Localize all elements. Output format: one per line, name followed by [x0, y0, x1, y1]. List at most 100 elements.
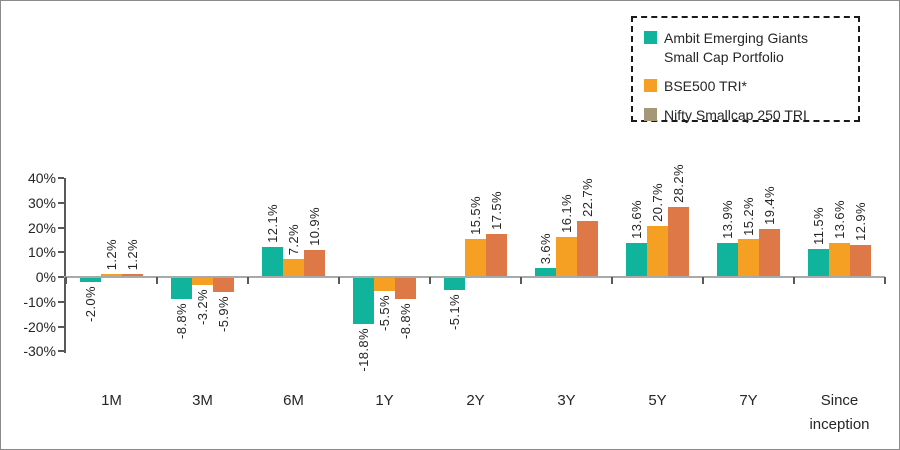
bar	[304, 250, 325, 277]
bar	[829, 243, 850, 277]
category-label: 5Y	[648, 392, 667, 409]
x-axis-tick	[247, 277, 249, 284]
bar-value-label: -18.8%	[355, 327, 371, 372]
y-axis-tick	[58, 301, 64, 303]
bar	[647, 225, 668, 277]
bar	[171, 277, 192, 299]
x-axis-tick	[429, 277, 431, 284]
category-label: 1M	[101, 392, 122, 409]
legend-swatch-icon	[644, 108, 657, 121]
bar	[192, 277, 213, 285]
y-axis-line	[64, 178, 66, 353]
legend-swatch-icon	[644, 31, 657, 44]
bar	[717, 242, 738, 277]
y-axis-tick	[58, 227, 64, 229]
bar	[626, 243, 647, 277]
bar-value-label: 17.5%	[488, 190, 504, 230]
category-label: Since inception	[809, 392, 870, 433]
y-axis-tick	[58, 251, 64, 253]
y-axis-tick-label: -20%	[23, 319, 56, 335]
legend-item: BSE500 TRI*	[644, 77, 852, 96]
y-axis-tick	[58, 326, 64, 328]
y-axis-tick	[58, 350, 64, 352]
category-label: 7Y	[739, 392, 758, 409]
bar	[283, 259, 304, 277]
y-axis-tick-label: -10%	[23, 294, 56, 310]
bar-value-label: 12.9%	[852, 202, 868, 242]
y-axis-tick	[58, 177, 64, 179]
bar	[535, 268, 556, 277]
x-axis-tick	[338, 277, 340, 284]
y-axis-tick-label: -30%	[23, 343, 56, 359]
bar-value-label: 19.4%	[761, 186, 777, 225]
category-label: 3M	[192, 392, 213, 409]
bar-value-label: -2.0%	[82, 285, 98, 322]
bar-value-label: 22.7%	[579, 177, 595, 217]
bar	[374, 277, 395, 291]
y-axis-tick-label: 40%	[27, 170, 56, 186]
bar-value-label: 3.6%	[537, 232, 553, 265]
y-axis-tick-label: 0%	[35, 269, 56, 285]
zero-baseline	[64, 276, 885, 278]
y-axis-tick-label: 10%	[27, 244, 56, 260]
bar-value-label: -5.1%	[446, 293, 462, 330]
bar	[395, 277, 416, 299]
legend-swatch-icon	[644, 79, 657, 92]
bar	[668, 207, 689, 277]
x-axis-tick	[156, 277, 158, 284]
bar-value-label: 10.9%	[306, 207, 322, 247]
bar-value-label: 15.2%	[740, 196, 756, 236]
bar	[213, 277, 234, 292]
bar	[80, 277, 101, 282]
bar	[556, 237, 577, 277]
bar	[808, 248, 829, 277]
bar-value-label: 1.2%	[103, 238, 119, 271]
bar	[850, 245, 871, 277]
bar	[262, 247, 283, 277]
x-axis-tick	[611, 277, 613, 284]
x-axis-tick	[884, 277, 886, 284]
x-axis-tick	[793, 277, 795, 284]
bar	[122, 274, 143, 277]
y-axis-tick	[58, 276, 64, 278]
bar-value-label: 12.1%	[264, 204, 280, 244]
x-axis-tick	[65, 277, 67, 284]
bar-value-label: -8.8%	[173, 302, 189, 339]
bar	[486, 233, 507, 277]
bar-value-label: 20.7%	[649, 182, 665, 222]
legend-label: Nifty Smallcap 250 TRI	[664, 107, 807, 123]
bar-value-label: 13.9%	[719, 199, 735, 239]
category-label: 1Y	[375, 392, 394, 409]
bar-value-label: -3.2%	[194, 288, 210, 325]
bar	[353, 277, 374, 324]
bar	[738, 239, 759, 277]
category-label: 2Y	[466, 392, 485, 409]
legend-item: Ambit Emerging Giants Small Cap Portfolio	[644, 29, 852, 67]
bar	[759, 228, 780, 277]
y-axis-tick-label: 30%	[27, 195, 56, 211]
bar	[465, 238, 486, 277]
bar-value-label: 15.5%	[467, 195, 483, 235]
bar-value-label: 28.2%	[670, 164, 686, 204]
legend-item: Nifty Smallcap 250 TRI	[644, 106, 852, 125]
legend-label: Ambit Emerging Giants Small Cap Portfolio	[664, 30, 808, 65]
bar-value-label: 13.6%	[831, 200, 847, 240]
legend: Ambit Emerging Giants Small Cap Portfolio…	[631, 16, 860, 125]
y-axis-tick	[58, 202, 64, 204]
bar	[444, 277, 465, 290]
bar-value-label: -5.9%	[215, 295, 231, 332]
x-axis-tick	[520, 277, 522, 284]
bar-value-label: -8.8%	[397, 302, 413, 339]
bar-value-label: -5.5%	[376, 294, 392, 331]
bar-value-label: 1.2%	[124, 238, 140, 271]
bar-value-label: 13.6%	[628, 200, 644, 240]
bar-value-label: 11.5%	[810, 206, 826, 245]
legend-label: BSE500 TRI*	[664, 78, 748, 94]
bar	[577, 220, 598, 277]
bar	[101, 274, 122, 277]
bar-value-label: 7.2%	[285, 223, 301, 256]
y-axis-tick-label: 20%	[27, 220, 56, 236]
bar-value-label: 16.1%	[558, 194, 574, 234]
